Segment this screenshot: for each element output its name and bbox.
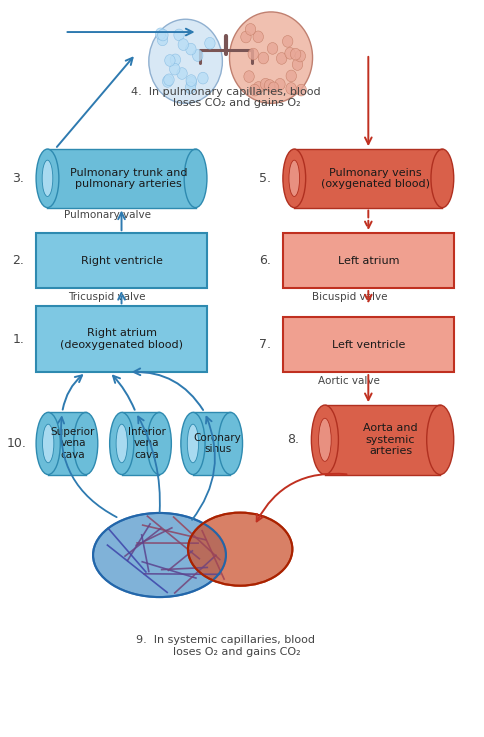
Ellipse shape	[147, 413, 171, 475]
FancyBboxPatch shape	[48, 413, 86, 475]
Ellipse shape	[197, 72, 208, 84]
Ellipse shape	[162, 76, 172, 87]
Ellipse shape	[292, 59, 302, 70]
Ellipse shape	[36, 149, 59, 208]
Ellipse shape	[240, 31, 251, 43]
Text: Right atrium
(deoxygenated blood): Right atrium (deoxygenated blood)	[60, 329, 182, 350]
Text: Pulmonary valve: Pulmonary valve	[64, 210, 151, 220]
Text: Left ventricle: Left ventricle	[331, 340, 404, 350]
Text: Aortic valve: Aortic valve	[318, 376, 379, 386]
Text: Pulmonary trunk and
pulmonary arteries: Pulmonary trunk and pulmonary arteries	[70, 167, 187, 189]
Ellipse shape	[157, 29, 168, 41]
Text: Coronary
sinus: Coronary sinus	[194, 433, 241, 454]
Ellipse shape	[260, 78, 270, 90]
Text: 5.: 5.	[258, 172, 271, 185]
Text: Aorta and
systemic
arteries: Aorta and systemic arteries	[363, 423, 417, 456]
Ellipse shape	[268, 82, 278, 94]
Ellipse shape	[116, 425, 127, 463]
Ellipse shape	[42, 160, 53, 197]
FancyBboxPatch shape	[324, 405, 439, 475]
Ellipse shape	[243, 71, 254, 83]
Ellipse shape	[311, 405, 338, 475]
Text: 8.: 8.	[287, 433, 299, 447]
Text: 10.: 10.	[7, 437, 27, 450]
Ellipse shape	[282, 35, 292, 47]
Ellipse shape	[288, 160, 299, 197]
Text: Pulmonary veins
(oxygenated blood): Pulmonary veins (oxygenated blood)	[320, 167, 429, 189]
Ellipse shape	[185, 82, 195, 94]
Text: Left atrium: Left atrium	[337, 256, 398, 265]
Ellipse shape	[282, 149, 305, 208]
Text: 7.: 7.	[258, 338, 271, 352]
Ellipse shape	[43, 425, 54, 463]
Text: Right ventricle: Right ventricle	[80, 256, 162, 265]
Ellipse shape	[165, 55, 175, 66]
FancyBboxPatch shape	[36, 307, 207, 372]
Ellipse shape	[178, 39, 188, 50]
Ellipse shape	[264, 80, 274, 91]
FancyBboxPatch shape	[294, 149, 441, 208]
FancyBboxPatch shape	[193, 413, 230, 475]
Ellipse shape	[253, 31, 263, 43]
Ellipse shape	[186, 77, 196, 88]
Text: 9.  In systemic capillaries, blood
      loses O₂ and gains CO₂: 9. In systemic capillaries, blood loses …	[136, 635, 315, 657]
FancyBboxPatch shape	[36, 233, 207, 288]
Ellipse shape	[285, 83, 296, 94]
Ellipse shape	[164, 74, 174, 85]
Ellipse shape	[274, 78, 285, 90]
Ellipse shape	[267, 43, 277, 55]
Ellipse shape	[173, 29, 184, 41]
Ellipse shape	[276, 52, 286, 64]
FancyBboxPatch shape	[282, 318, 453, 372]
FancyBboxPatch shape	[282, 233, 453, 288]
Text: 2.: 2.	[12, 254, 24, 267]
Ellipse shape	[184, 149, 207, 208]
Text: Tricuspid valve: Tricuspid valve	[68, 292, 146, 302]
Ellipse shape	[170, 54, 180, 66]
Ellipse shape	[430, 149, 453, 208]
Ellipse shape	[74, 413, 98, 475]
Ellipse shape	[247, 48, 258, 60]
Ellipse shape	[93, 513, 226, 597]
Ellipse shape	[185, 74, 196, 86]
Ellipse shape	[188, 513, 292, 586]
FancyBboxPatch shape	[47, 149, 195, 208]
Ellipse shape	[294, 50, 305, 62]
Ellipse shape	[155, 28, 166, 40]
Ellipse shape	[257, 52, 268, 64]
Ellipse shape	[192, 49, 202, 61]
Ellipse shape	[286, 70, 296, 82]
Ellipse shape	[218, 413, 242, 475]
Text: Inferior
vena
cava: Inferior vena cava	[127, 427, 165, 460]
Ellipse shape	[109, 413, 134, 475]
Text: 1.: 1.	[12, 332, 24, 346]
Ellipse shape	[185, 43, 196, 55]
Ellipse shape	[284, 47, 295, 59]
Ellipse shape	[290, 49, 300, 60]
Ellipse shape	[245, 24, 255, 35]
Text: 6.: 6.	[258, 254, 271, 267]
Text: 4.  In pulmonary capillaries, blood
      loses CO₂ and gains O₂: 4. In pulmonary capillaries, blood loses…	[131, 87, 320, 108]
Ellipse shape	[229, 12, 312, 103]
Ellipse shape	[157, 34, 167, 46]
Ellipse shape	[318, 419, 331, 461]
Ellipse shape	[204, 38, 215, 49]
Ellipse shape	[177, 68, 187, 80]
FancyBboxPatch shape	[121, 413, 159, 475]
Ellipse shape	[253, 82, 263, 94]
Ellipse shape	[36, 413, 60, 475]
Ellipse shape	[249, 84, 259, 96]
Ellipse shape	[181, 413, 205, 475]
Ellipse shape	[295, 84, 306, 96]
Text: 3.: 3.	[12, 172, 24, 185]
Ellipse shape	[169, 63, 180, 75]
Ellipse shape	[149, 19, 222, 103]
Text: Superior
vena
cava: Superior vena cava	[51, 427, 95, 460]
Text: Bicuspid valve: Bicuspid valve	[311, 292, 386, 302]
Ellipse shape	[187, 425, 198, 463]
Ellipse shape	[426, 405, 453, 475]
